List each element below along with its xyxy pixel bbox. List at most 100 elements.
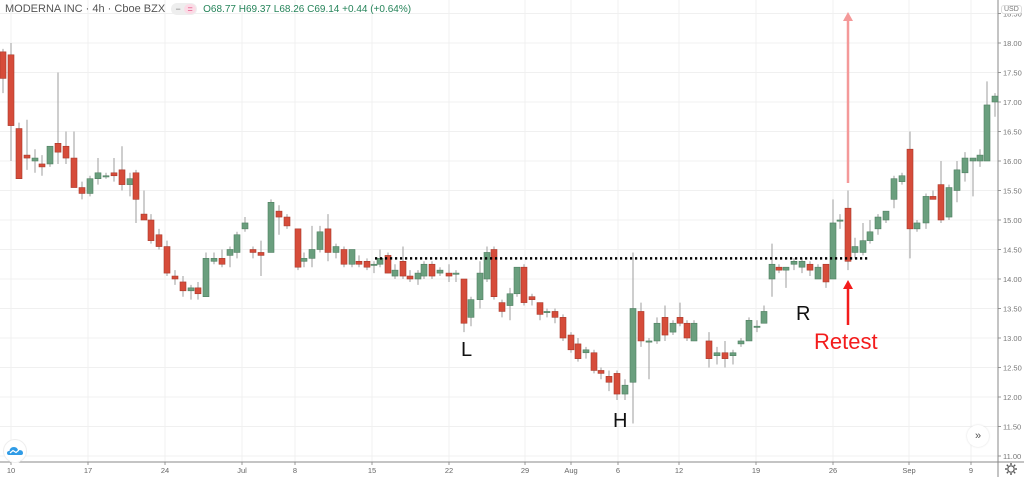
bullish-candle	[713, 352, 721, 357]
bearish-candle	[355, 260, 363, 265]
bullish-candle	[945, 187, 953, 218]
bullish-candle	[745, 319, 753, 342]
bullish-candle	[102, 175, 110, 178]
bearish-candle	[23, 154, 31, 159]
price-axis-label: 13.50	[1003, 305, 1022, 314]
bullish-candle	[866, 231, 874, 241]
bullish-candle	[436, 269, 444, 274]
bearish-candle	[613, 373, 621, 395]
bullish-candle	[768, 263, 776, 280]
settings-gear-icon[interactable]	[1004, 462, 1018, 476]
price-axis-label: 11.00	[1003, 452, 1021, 461]
bearish-candle	[147, 219, 155, 241]
price-axis-label: 16.00	[1003, 157, 1022, 166]
bullish-candle	[798, 260, 806, 268]
bearish-candle	[683, 322, 691, 339]
bearish-candle	[567, 334, 575, 351]
bearish-candle	[637, 311, 645, 342]
bullish-candle	[452, 272, 460, 275]
bullish-candle	[476, 272, 484, 300]
bullish-candle	[94, 172, 102, 180]
bullish-candle	[467, 299, 475, 318]
bearish-candle	[194, 287, 202, 295]
currency-badge[interactable]: USD	[1001, 5, 1022, 14]
bullish-candle	[332, 246, 340, 253]
date-axis-label: Jul	[237, 466, 247, 475]
bullish-candle	[513, 266, 521, 295]
bearish-candle	[163, 246, 171, 274]
bullish-candle	[483, 252, 491, 280]
bearish-candle	[605, 376, 613, 383]
bullish-candle	[391, 269, 399, 277]
bearish-candle	[929, 196, 937, 200]
bearish-candle	[62, 145, 70, 159]
bearish-candle	[218, 258, 226, 265]
date-axis-label: Sep	[902, 466, 915, 475]
bullish-candle	[953, 169, 961, 191]
bearish-candle	[155, 234, 163, 247]
scroll-to-realtime-button[interactable]: »	[967, 425, 989, 447]
bullish-candle	[233, 234, 241, 253]
bullish-candle	[913, 222, 921, 230]
bearish-candle	[294, 228, 302, 268]
bearish-candle	[574, 343, 582, 359]
bearish-candle	[937, 184, 945, 221]
bearish-candle	[597, 370, 605, 374]
bullish-candle	[829, 222, 837, 280]
bullish-candle	[753, 325, 761, 328]
price-axis-label: 14.00	[1003, 275, 1022, 284]
bearish-candle	[445, 272, 453, 277]
date-axis-label: 24	[161, 466, 169, 475]
bullish-candle	[961, 157, 969, 174]
bearish-candle	[363, 260, 371, 268]
bullish-candle	[226, 249, 234, 256]
bullish-candle	[976, 154, 984, 162]
price-axis-label: 18.00	[1003, 39, 1022, 48]
bearish-candle	[428, 263, 436, 277]
chart-header: MODERNA INC · 4h · Cboe BZX − = O68.77 H…	[5, 3, 411, 15]
minus-icon[interactable]: −	[175, 4, 181, 14]
bullish-candle	[729, 352, 737, 357]
bullish-candle	[126, 178, 134, 185]
target-arrowhead-icon	[843, 12, 853, 21]
bearish-candle	[140, 213, 148, 221]
bullish-candle	[316, 231, 324, 250]
bearish-candle	[70, 157, 78, 188]
bearish-candle	[132, 172, 140, 200]
bullish-candle	[991, 95, 999, 103]
price-axis-label: 12.50	[1003, 364, 1022, 373]
bearish-candle	[110, 172, 118, 177]
bullish-candle	[690, 322, 698, 342]
date-axis-label: 17	[84, 466, 92, 475]
bearish-candle	[721, 352, 729, 359]
bearish-candle	[399, 260, 407, 277]
bullish-candle	[898, 175, 906, 182]
bearish-candle	[15, 128, 23, 180]
toggle-chip[interactable]: − =	[171, 3, 198, 15]
bearish-candle	[324, 228, 332, 253]
bullish-candle	[790, 260, 798, 265]
bearish-candle	[406, 275, 414, 280]
bearish-candle	[590, 352, 598, 371]
bearish-candle	[559, 317, 567, 339]
date-axis-label: 12	[675, 466, 683, 475]
tradingview-logo-icon[interactable]	[3, 439, 27, 463]
bullish-candle	[669, 322, 677, 333]
bearish-candle	[551, 311, 559, 318]
equals-icon[interactable]: =	[184, 4, 197, 14]
bearish-candle	[249, 249, 257, 253]
bearish-candle	[528, 296, 536, 300]
left-shoulder-label: L	[461, 339, 473, 361]
bullish-candle	[836, 219, 844, 222]
bearish-candle	[460, 278, 468, 324]
price-axis-label: 17.50	[1003, 69, 1022, 78]
bullish-candle	[969, 157, 977, 162]
date-axis-label: 22	[445, 466, 453, 475]
symbol-title[interactable]: MODERNA INC · 4h · Cboe BZX	[5, 3, 166, 15]
bullish-candle	[782, 266, 790, 271]
retest-arrowhead-icon	[843, 280, 853, 289]
date-axis-label: 9	[969, 466, 973, 475]
head-label: H	[613, 410, 628, 432]
price-axis-label: 18.50	[1003, 10, 1022, 19]
